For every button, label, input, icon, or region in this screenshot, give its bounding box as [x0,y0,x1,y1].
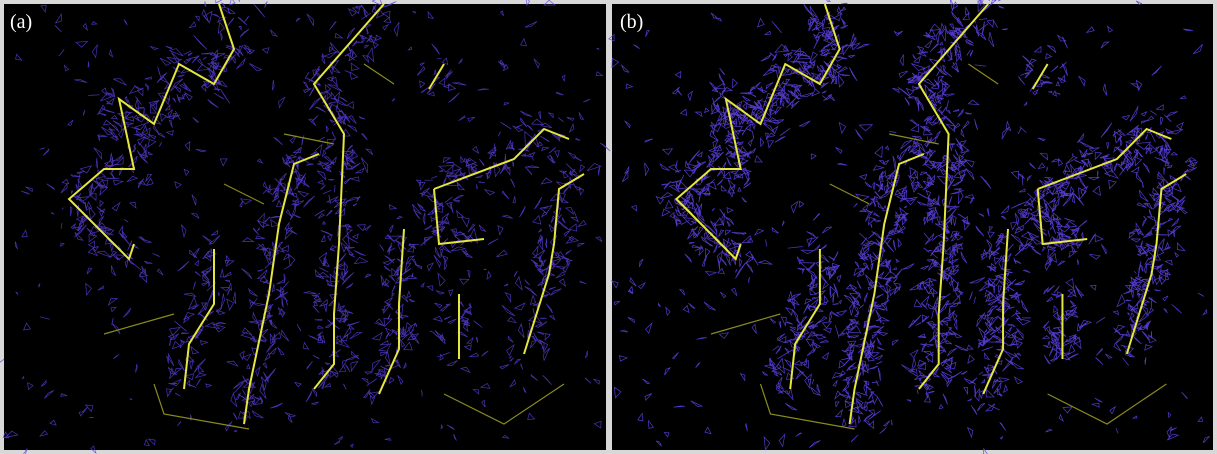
panel-label: (a) [10,11,32,33]
figure-canvas: (a) (b) [0,0,1217,454]
panel-label: (b) [620,11,643,33]
panel-b: (b) [609,0,1213,454]
panel-background [612,4,1213,450]
panel-a: (a) [0,0,610,454]
figure: (a) (b) [0,0,1217,454]
